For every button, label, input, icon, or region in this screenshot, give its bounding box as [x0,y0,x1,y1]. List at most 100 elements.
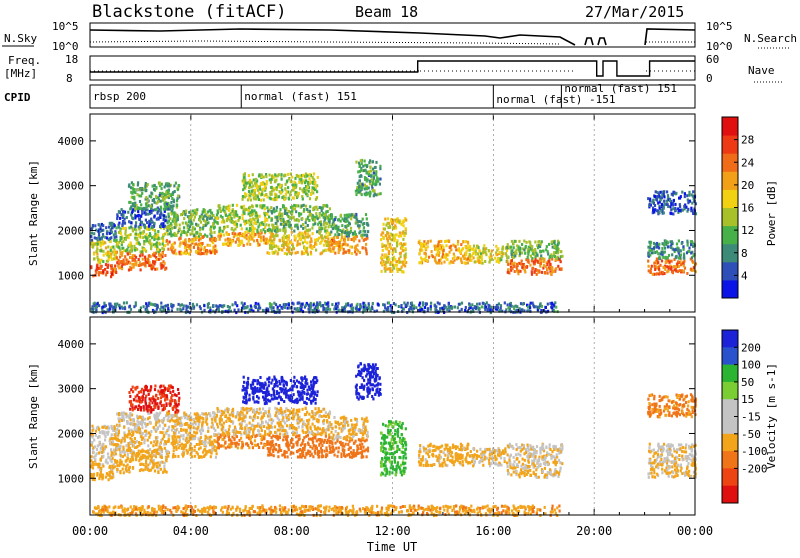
scatter-cell [115,226,117,229]
scatter-cell [681,191,683,194]
scatter-cell [227,207,229,210]
scatter-cell [243,220,245,223]
scatter-cell [477,257,479,260]
scatter-cell [511,262,513,265]
scatter-cell [309,197,311,200]
scatter-cell [319,302,321,305]
scatter-cell [325,249,327,252]
scatter-cell [309,210,311,213]
scatter-cell [91,465,93,468]
scatter-cell [222,305,224,308]
scatter-cell [375,173,377,176]
scatter-cell [321,239,323,242]
scatter-cell [132,189,134,192]
scatter-cell [237,237,239,240]
scatter-cell [163,214,165,217]
scatter-cell [273,189,275,192]
scatter-cell [490,306,492,309]
scatter-cell [146,261,148,264]
scatter-cell [248,212,250,215]
scatter-cell [119,229,121,232]
scatter-cell [516,263,518,266]
scatter-cell [108,471,110,474]
scatter-cell [527,253,529,256]
scatter-cell [655,190,657,193]
scatter-cell [143,243,145,246]
scatter-cell [551,268,553,271]
scatter-cell [122,227,124,230]
scatter-cell [368,302,370,305]
scatter-cell [457,306,459,309]
scatter-cell [114,433,116,436]
scatter-cell [363,222,365,225]
scatter-cell [403,308,405,311]
scatter-cell [372,160,374,163]
scatter-cell [101,229,103,232]
scatter-cell [153,449,155,452]
scatter-cell [314,222,316,225]
scatter-cell [508,306,510,309]
scatter-cell [464,261,466,264]
scatter-cell [384,267,386,270]
scatter-cell [389,246,391,249]
scatter-cell [244,176,246,179]
power-colorbar-tick-label: 12 [741,224,754,237]
scatter-cell [132,203,134,206]
scatter-cell [231,240,233,243]
scatter-cell [344,236,346,239]
scatter-cell [147,452,149,455]
scatter-cell [494,306,496,309]
scatter-cell [127,253,129,256]
scatter-cell [144,418,146,421]
scatter-cell [141,188,143,191]
scatter-cell [266,213,268,216]
scatter-cell [673,199,675,202]
scatter-cell [153,201,155,204]
scatter-cell [431,250,433,253]
scatter-cell [192,303,194,306]
scatter-cell [386,308,388,311]
scatter-cell [249,223,251,226]
scatter-cell [116,213,118,216]
scatter-cell [274,216,276,219]
scatter-cell [512,243,514,246]
scatter-cell [125,465,127,468]
scatter-cell [186,222,188,225]
scatter-cell [190,216,192,219]
scatter-cell [302,198,304,201]
scatter-cell [364,184,366,187]
scatter-cell [130,256,132,259]
scatter-cell [280,219,282,222]
scatter-cell [249,206,251,209]
scatter-cell [654,265,656,268]
scatter-cell [162,438,164,441]
scatter-cell [281,249,283,252]
scatter-cell [527,256,529,259]
scatter-cell [263,176,265,179]
scatter-cell [361,193,363,196]
scatter-cell [662,256,664,259]
scatter-cell [111,273,113,276]
scatter-cell [425,247,427,250]
scatter-cell [111,465,113,468]
scatter-cell [140,203,142,206]
scatter-cell [256,229,258,232]
scatter-cell [356,303,358,306]
scatter-cell [386,247,388,250]
scatter-cell [348,213,350,216]
scatter-cell [203,252,205,255]
scatter-cell [428,256,430,259]
scatter-cell [165,191,167,194]
scatter-cell [532,252,534,255]
scatter-cell [292,245,294,248]
scatter-cell [489,308,491,311]
scatter-cell [677,248,679,251]
scatter-cell [216,217,218,220]
scatter-cell [94,224,96,227]
scatter-cell [547,303,549,306]
scatter-cell [302,236,304,239]
scatter-cell [116,432,118,435]
scatter-cell [230,244,232,247]
